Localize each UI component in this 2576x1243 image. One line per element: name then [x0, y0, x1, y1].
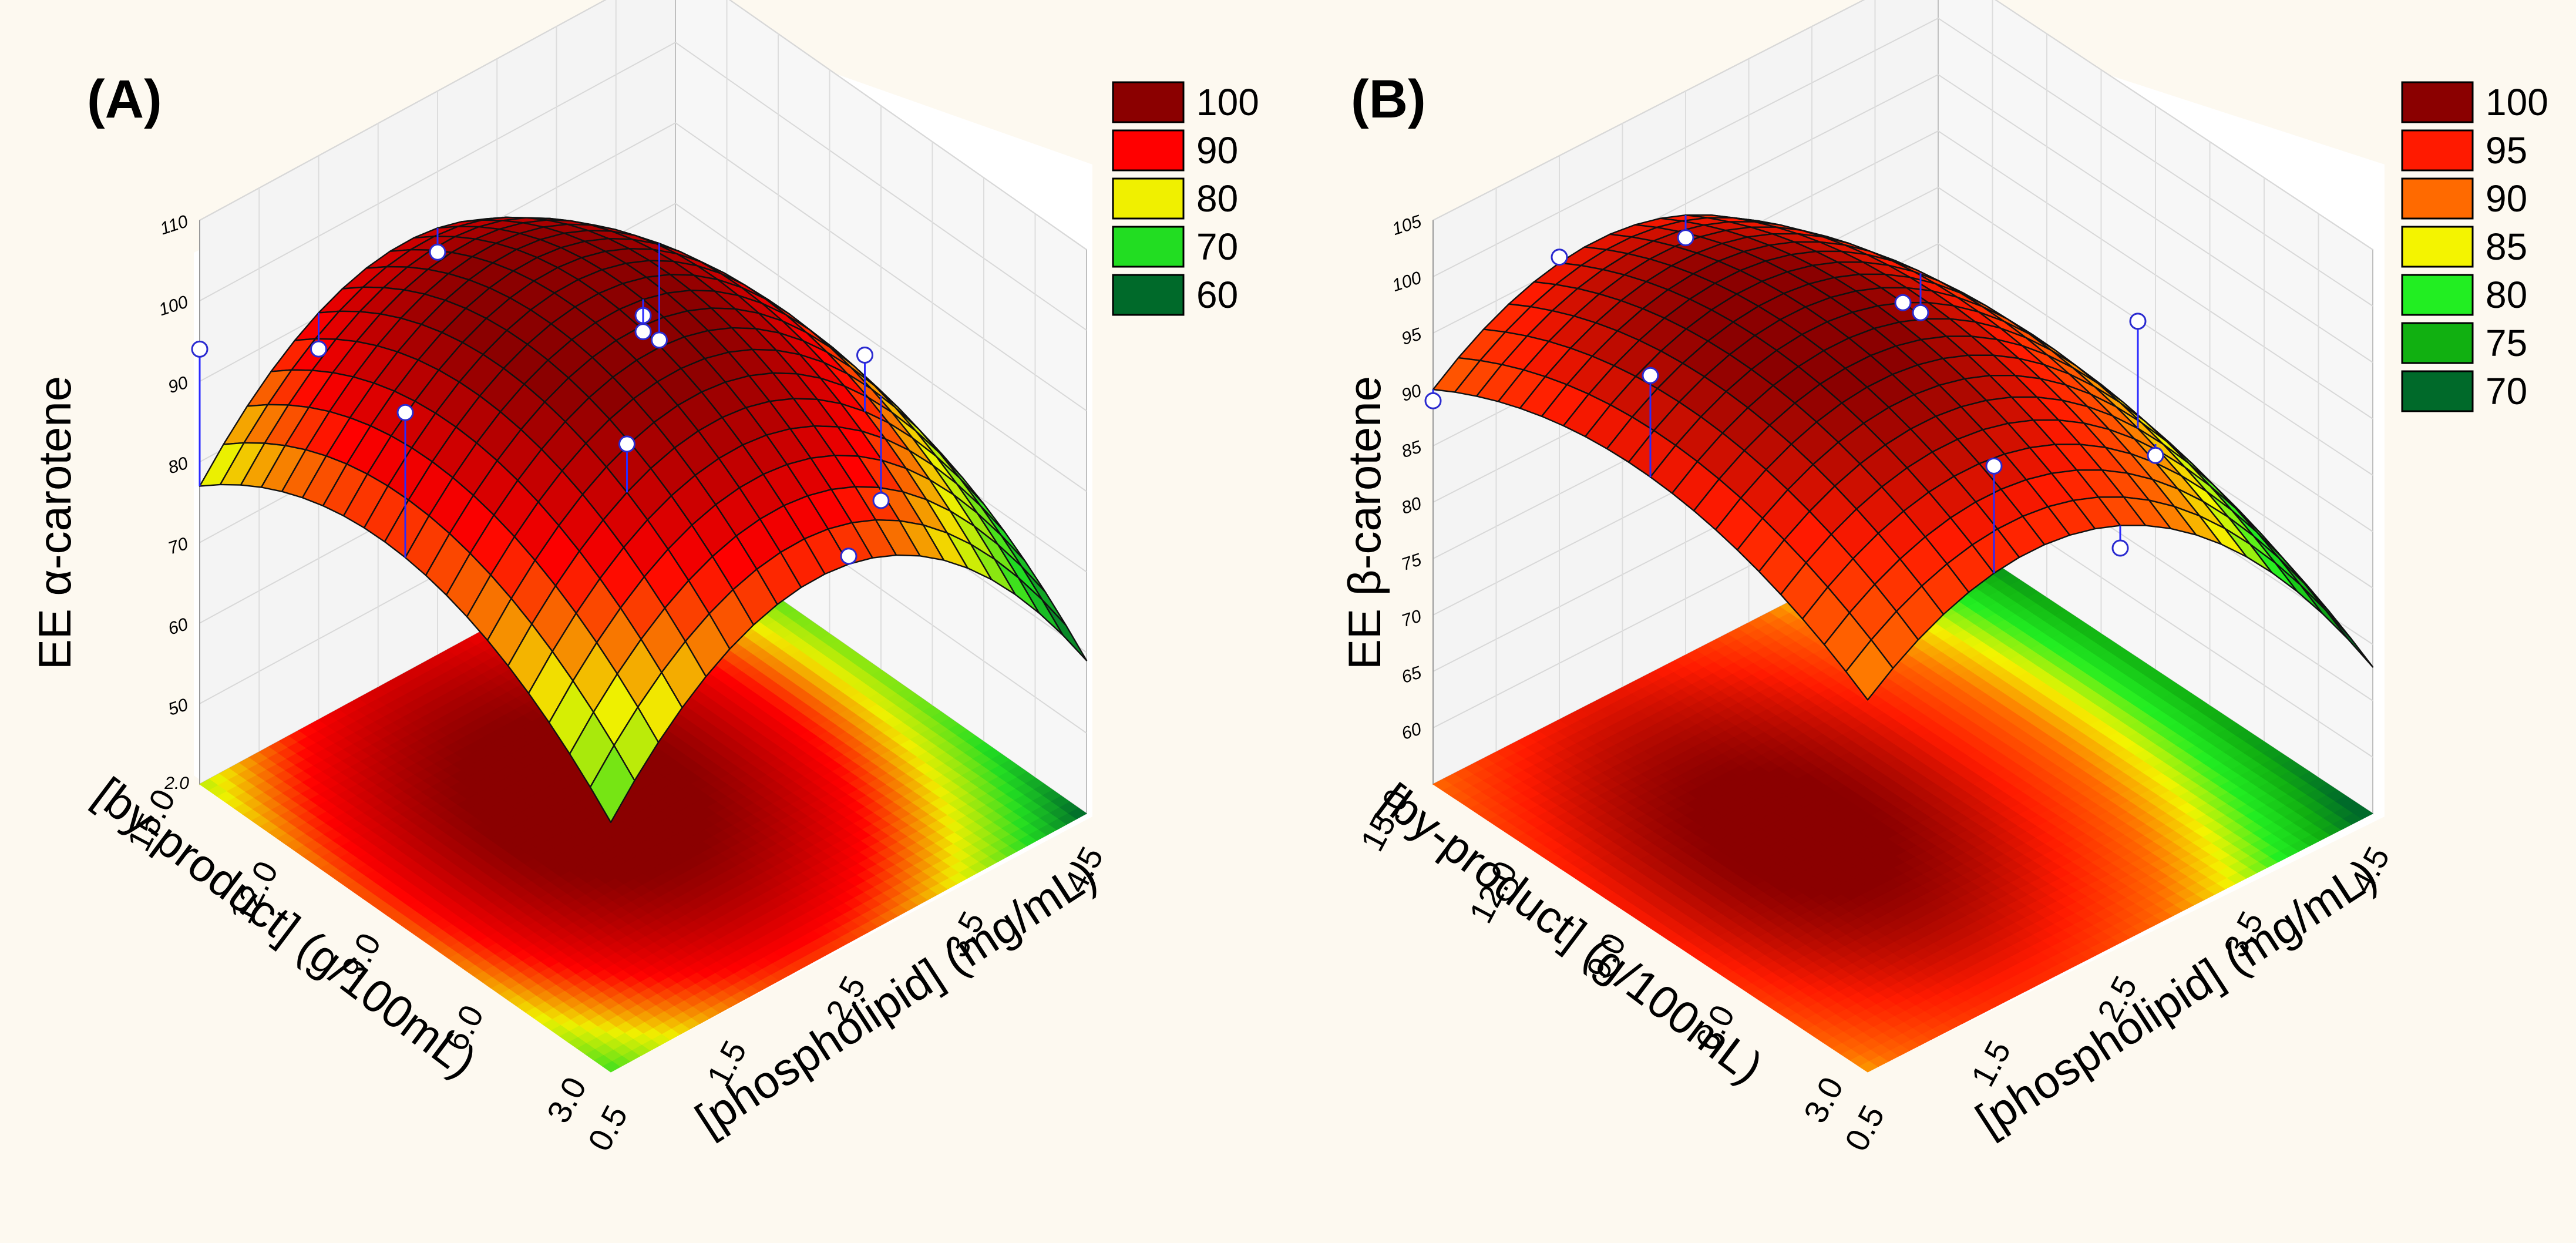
data-point	[191, 340, 208, 358]
data-point	[618, 435, 635, 453]
z-tick-label: 100	[156, 292, 190, 320]
data-point	[310, 340, 327, 358]
z-tick-label: 80	[166, 453, 190, 478]
legend-label: 100	[1196, 81, 1259, 123]
panel-a-floor-contour	[199, 525, 1087, 1073]
data-point	[634, 323, 652, 341]
z-tick-label: 50	[166, 695, 190, 720]
legend-label: 90	[1196, 129, 1238, 172]
legend-swatch	[1112, 226, 1185, 268]
legend-swatch	[1112, 129, 1185, 172]
data-point	[840, 547, 857, 565]
x-tick-label: 0.5	[580, 1099, 634, 1157]
legend-swatch	[1112, 177, 1185, 220]
legend-swatch	[1112, 274, 1185, 316]
panel-a-z-axis-title: EE α-carotene	[29, 376, 80, 670]
legend-label: 60	[1196, 274, 1238, 316]
y-tick-label: 3.0	[539, 1071, 593, 1128]
panel-a-label: (A)	[87, 69, 162, 129]
z-tick-label: 70	[166, 534, 190, 559]
data-point	[396, 404, 414, 421]
data-point	[651, 331, 668, 349]
wall-gridline	[199, 41, 1087, 331]
data-point	[429, 243, 446, 261]
legend-label: 70	[1196, 226, 1238, 268]
z-tick-label: 110	[157, 211, 190, 238]
panel-a-z-ticks: 50 60 70 80 90 100 110 2.0	[156, 211, 190, 793]
z-tick-label: 90	[166, 372, 190, 397]
legend-swatch	[1112, 81, 1185, 123]
floor-tick-label: 2.0	[164, 774, 189, 793]
data-point	[872, 492, 890, 509]
z-tick-label: 60	[166, 614, 190, 639]
legend-label: 80	[1196, 177, 1238, 220]
panel-a-legend: 100 90 80 70 60	[1112, 81, 1259, 316]
wall-gridline	[199, 0, 1087, 250]
data-point	[856, 347, 873, 364]
